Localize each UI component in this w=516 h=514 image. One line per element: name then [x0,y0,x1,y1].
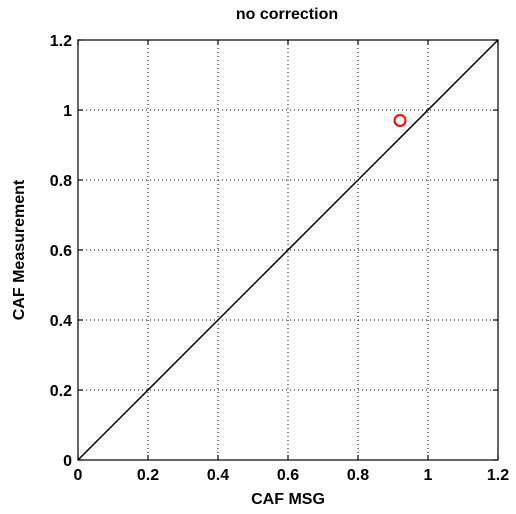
y-tick-label: 1.2 [50,33,72,50]
data-point [393,114,407,127]
x-tick-label: 0.2 [137,467,159,484]
identity-line [77,39,499,461]
y-tick-label: 0 [63,453,72,470]
y-tick-label: 0.2 [50,383,72,400]
reference-line-layer [77,39,499,461]
y-tick-label: 0.6 [50,243,72,260]
x-tick-label: 0 [74,467,83,484]
y-tick-label: 1 [63,103,72,120]
x-tick-label: 0.4 [207,467,229,484]
y-tick-labels: 0 0.2 0.4 0.6 0.8 1 1.2 [50,33,72,470]
y-axis-label: CAF Measurement [11,179,28,320]
axis-ticks [77,39,499,461]
x-tick-label: 0.8 [347,467,369,484]
y-tick-label: 0.8 [50,173,72,190]
x-axis-label: CAF MSG [251,491,325,508]
data-points [393,114,407,127]
x-tick-labels: 0 0.2 0.4 0.6 0.8 1 1.2 [74,467,510,484]
y-tick-label: 0.4 [50,313,72,330]
x-tick-label: 0.6 [277,467,299,484]
chart-title: no correction [236,6,338,23]
x-tick-label: 1.2 [487,467,509,484]
x-tick-label: 1 [424,467,433,484]
